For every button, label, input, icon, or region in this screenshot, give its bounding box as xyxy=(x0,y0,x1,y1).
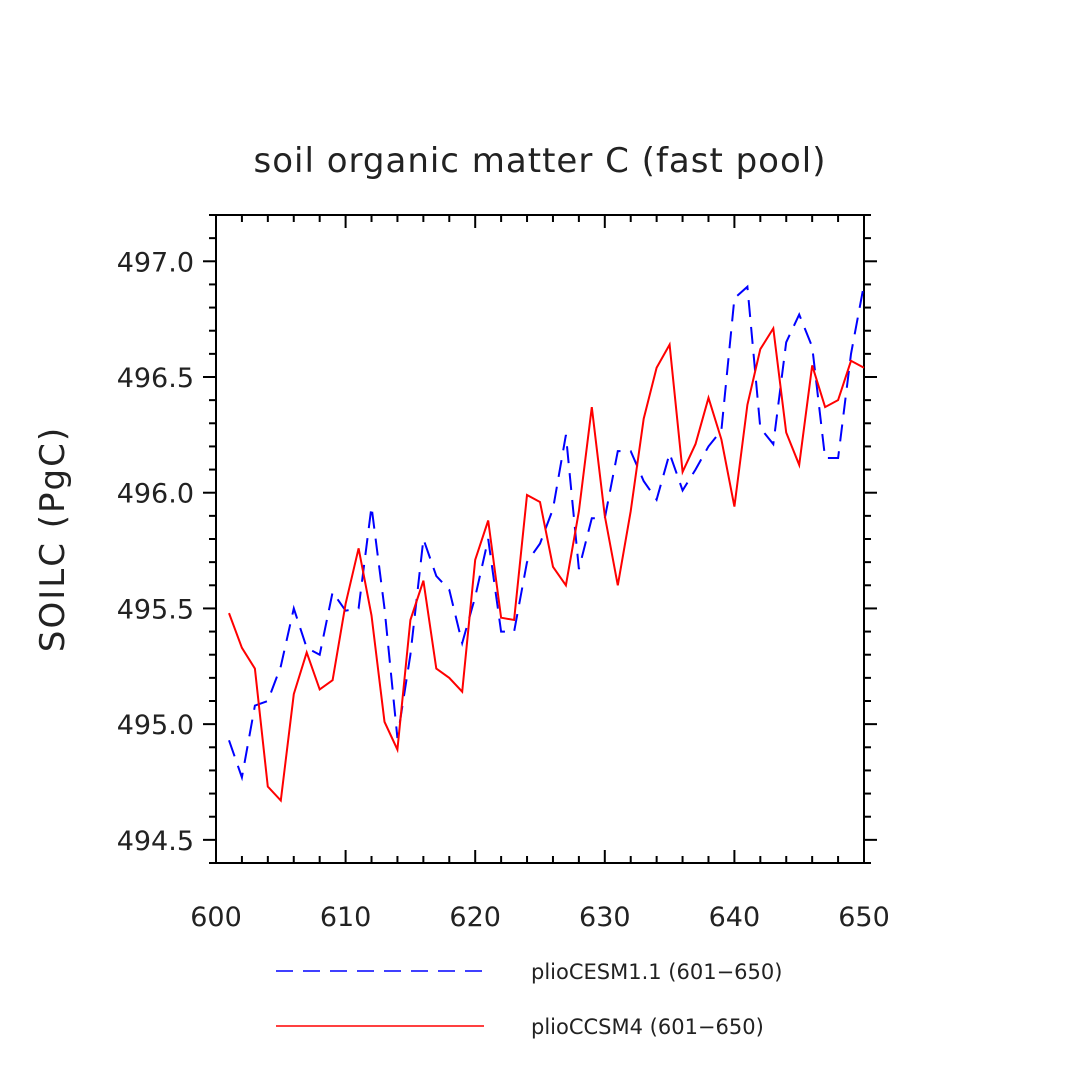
x-tick-label: 650 xyxy=(838,902,890,933)
x-tick-label: 610 xyxy=(320,902,372,933)
y-tick-label: 497.0 xyxy=(117,247,194,278)
chart-title: soil organic matter C (fast pool) xyxy=(254,141,827,181)
series-line-pliocesm xyxy=(228,284,865,782)
y-tick-label: 496.5 xyxy=(117,363,194,394)
y-axis-label: SOILC (PgC) xyxy=(33,426,73,652)
y-tick-label: 495.0 xyxy=(117,710,194,741)
y-tick-label: 495.5 xyxy=(117,594,194,625)
x-tick-label: 640 xyxy=(709,902,761,933)
legend-label-pliocesm: plioCESM1.1 (601−650) xyxy=(531,960,782,984)
legend: plioCESM1.1 (601−650) plioCCSM4 (601−650) xyxy=(276,960,782,1039)
plot-frame xyxy=(215,214,865,864)
y-tick-label: 494.5 xyxy=(117,826,194,857)
legend-label-plioccsm4: plioCCSM4 (601−650) xyxy=(531,1015,764,1039)
series-lines xyxy=(228,284,865,803)
plot-border xyxy=(215,214,865,864)
y-tick-label: 496.0 xyxy=(117,479,194,510)
series-line-plioccsm4 xyxy=(228,325,865,803)
x-tick-label: 630 xyxy=(579,902,631,933)
axis-ticks: 600 610 620 630 640 650 494.5 495.0 495.5 496.0 49… xyxy=(117,214,890,933)
x-tick-label: 600 xyxy=(190,902,242,933)
x-tick-label: 620 xyxy=(449,902,501,933)
